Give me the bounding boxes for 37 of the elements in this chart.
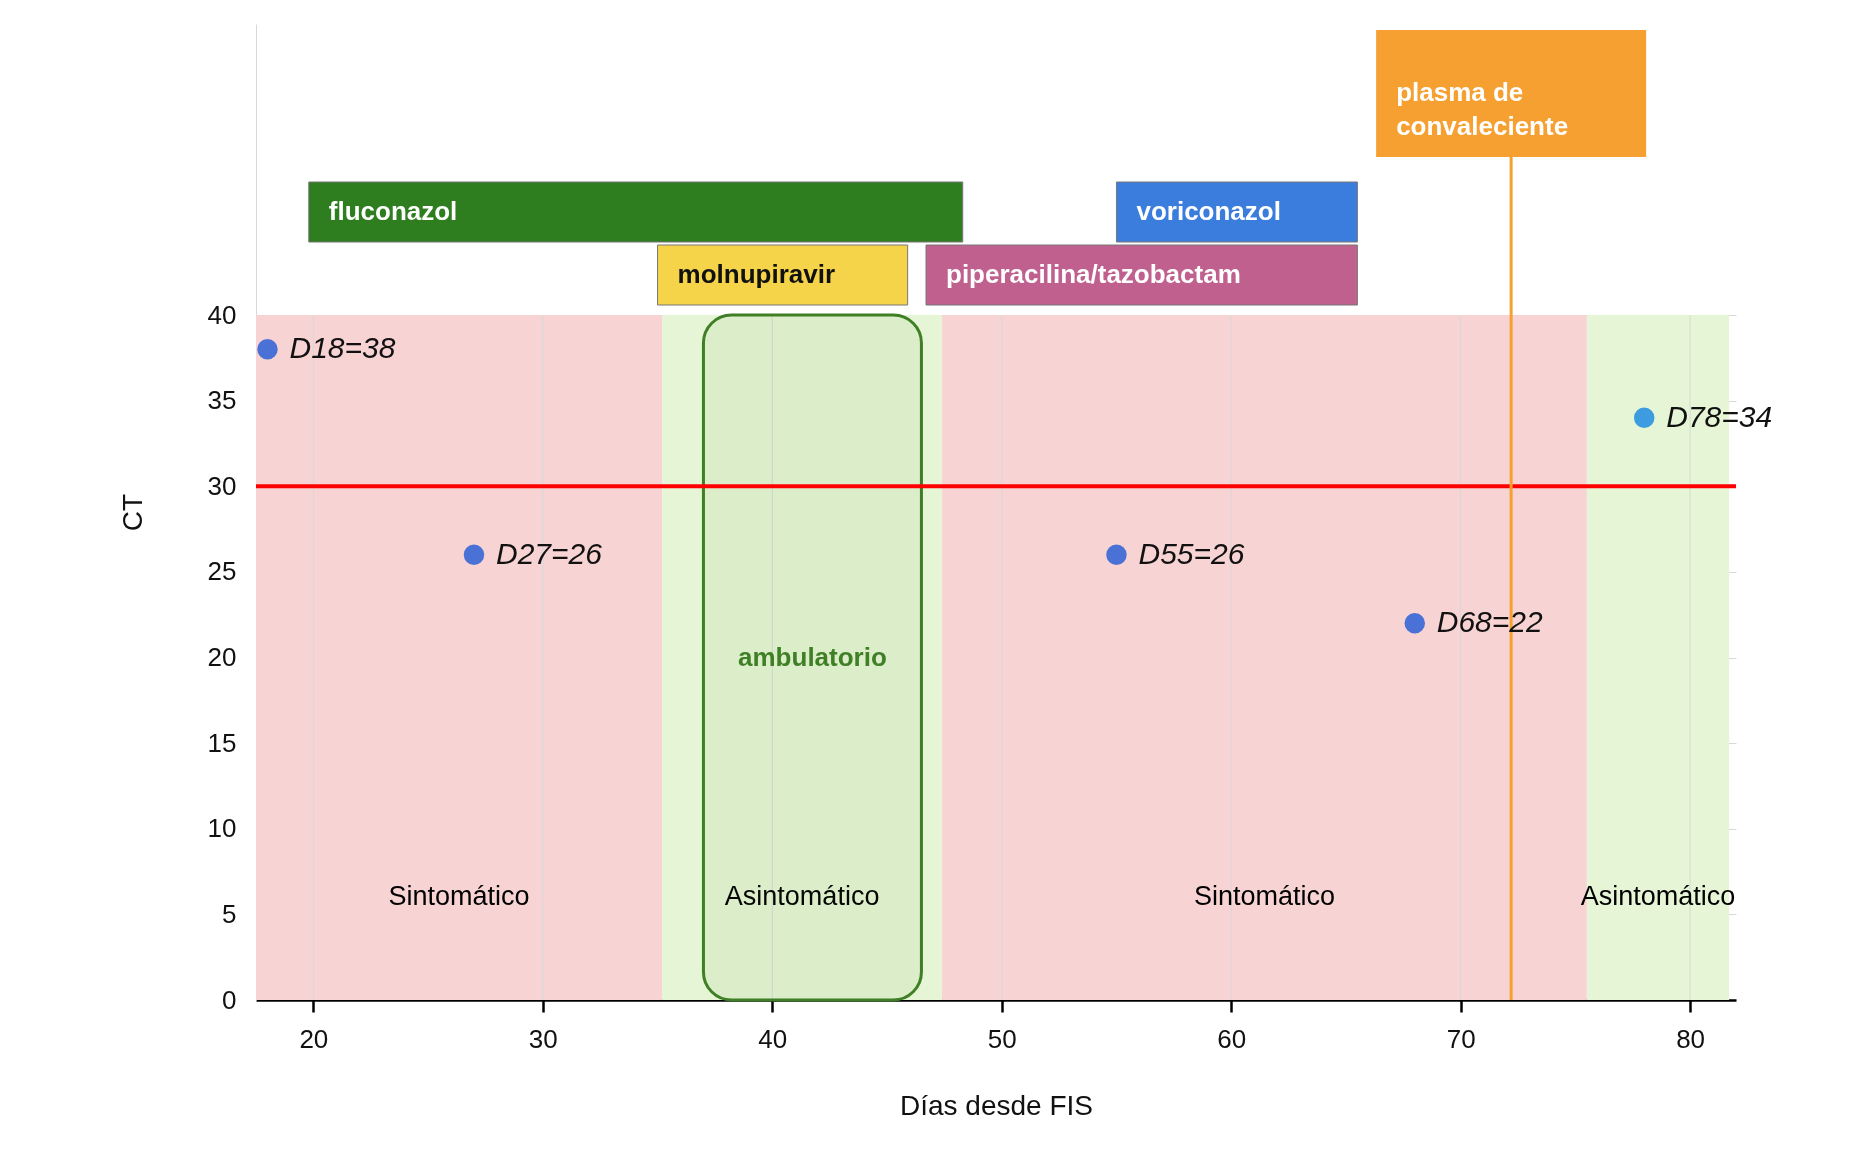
x-axis-title: Días desde FIS [900,1089,1093,1121]
x-tick-label: 70 [1446,1023,1476,1054]
data-label: D78=34 [1666,399,1773,433]
data-label: D18=38 [289,331,396,365]
y-tick-label: 35 [207,385,237,416]
band-label: piperacilina/tazobactam [946,259,1241,289]
data-label: D55=26 [1138,536,1245,570]
x-tick-label: 20 [299,1023,329,1054]
y-axis-title: CT [116,493,148,532]
band-label: Sintomático [1193,881,1335,912]
x-tick-label: 40 [758,1023,788,1054]
point [1633,407,1655,429]
point [1404,613,1426,634]
band-label: voriconazol [1136,196,1281,226]
point [1106,544,1127,566]
y-tick-label: 40 [207,299,237,330]
y-tick-label: 0 [222,984,237,1015]
y-tick-label: 20 [207,642,237,673]
x-tick-label: 50 [987,1023,1017,1054]
band-label: molnupiravir [677,259,836,289]
band-label: Sintomático [388,881,530,912]
x-tick-label: 30 [528,1023,558,1054]
band-label: ambulatorio [738,641,887,672]
band-label: Asintomático [1580,881,1736,912]
ref-line-label: plasma de convaleciente [1396,77,1569,141]
band-label: fluconazol [328,196,458,226]
x-tick-label: 80 [1676,1023,1706,1054]
data-label: D27=26 [495,536,603,570]
band-label: Asintomático [724,881,880,912]
y-tick-label: 5 [222,898,237,929]
point [257,339,278,360]
y-tick-label: 10 [207,813,237,844]
y-tick-label: 30 [207,470,237,501]
y-tick-label: 15 [207,727,237,758]
x-tick-label: 60 [1217,1023,1247,1054]
y-tick-label: 25 [207,556,237,587]
point [463,544,485,566]
